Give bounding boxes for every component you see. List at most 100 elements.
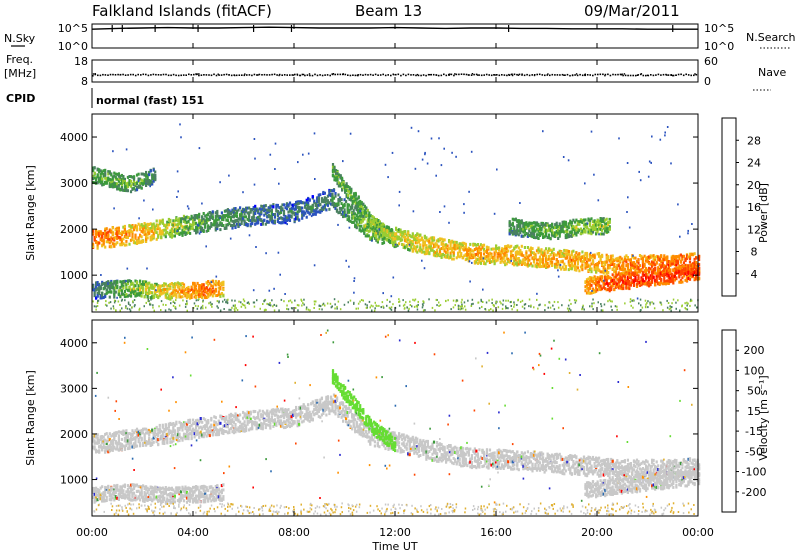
freq-point — [185, 74, 187, 76]
heatmap-cell — [569, 264, 572, 268]
heatmap-cell — [519, 250, 522, 254]
heatmap-cell — [622, 279, 625, 283]
heatmap-cell — [663, 258, 666, 262]
heatmap-cell — [217, 283, 220, 287]
heatmap-cell — [429, 245, 432, 249]
heatmap-cell — [538, 265, 542, 269]
heatmap-cell — [601, 255, 604, 259]
heatmap-cell — [299, 209, 302, 213]
freq-point — [241, 74, 243, 76]
heatmap-cell — [610, 257, 613, 261]
heatmap-cell — [569, 256, 572, 260]
freq-point — [541, 74, 544, 76]
heatmap-cell — [314, 208, 317, 212]
heatmap-cell — [125, 283, 128, 287]
heatmap-cell — [557, 260, 560, 264]
freq-point — [99, 74, 102, 77]
heatmap-cell — [192, 216, 195, 220]
heatmap-cell — [695, 261, 698, 264]
heatmap-cell — [164, 228, 167, 232]
heatmap-cell — [374, 218, 377, 222]
heatmap-cell — [293, 219, 296, 223]
heatmap-cell — [651, 275, 654, 279]
heatmap-cell — [585, 253, 589, 257]
heatmap-cell — [134, 289, 137, 293]
heatmap-cell — [122, 225, 125, 229]
heatmap-cell — [176, 285, 179, 289]
freq-point — [198, 74, 200, 77]
freq-point — [632, 74, 634, 77]
heatmap-cell — [239, 223, 242, 227]
heatmap-cell — [92, 229, 95, 233]
freq-point — [523, 74, 526, 77]
heatmap-cell — [561, 252, 564, 256]
heatmap-cell — [305, 198, 308, 202]
heatmap-cell — [96, 231, 99, 235]
heatmap-cell — [602, 271, 605, 275]
heatmap-cell — [591, 253, 595, 257]
heatmap-cell — [173, 291, 176, 294]
freq-point — [248, 74, 251, 76]
heatmap-cell — [95, 229, 98, 232]
heatmap-cell — [140, 229, 143, 233]
freq-point — [238, 74, 241, 76]
heatmap-cell — [614, 275, 617, 279]
heatmap-cell — [242, 215, 245, 219]
heatmap-cell — [260, 208, 263, 212]
heatmap-cell — [573, 261, 576, 265]
heatmap-cell — [195, 231, 198, 235]
heatmap-cell — [519, 228, 522, 232]
heatmap-cell — [479, 257, 482, 260]
heatmap-cell — [316, 196, 319, 200]
heatmap-cell — [464, 247, 467, 251]
heatmap-cell — [182, 289, 186, 293]
heatmap-cell — [617, 278, 620, 282]
heatmap-cell — [195, 214, 198, 217]
freq-point — [667, 74, 670, 76]
heatmap-cell — [208, 226, 211, 230]
freq-point — [609, 74, 612, 77]
heatmap-cell — [646, 280, 649, 284]
heatmap-cell — [410, 246, 413, 250]
heatmap-cell — [429, 243, 432, 247]
heatmap-cell — [311, 213, 314, 217]
heatmap-cell — [632, 262, 636, 266]
heatmap-cell — [351, 195, 354, 199]
heatmap-cell — [557, 225, 560, 229]
heatmap-cell — [128, 285, 131, 289]
heatmap-cell — [558, 230, 561, 233]
heatmap-cell — [478, 245, 481, 249]
heatmap-cell — [529, 234, 532, 238]
heatmap-cell — [399, 239, 402, 243]
heatmap-cell — [561, 227, 564, 231]
heatmap-cell — [693, 257, 696, 261]
heatmap-cell — [637, 258, 640, 262]
heatmap-cell — [566, 235, 569, 239]
freq-point — [693, 74, 695, 77]
heatmap-cell — [140, 223, 143, 227]
freq-point — [354, 74, 357, 77]
heatmap-cell — [476, 261, 479, 265]
heatmap-cell — [407, 248, 410, 251]
nave-point — [393, 74, 395, 76]
heatmap-cell — [669, 279, 672, 283]
heatmap-cell — [690, 253, 693, 257]
nave-point — [547, 73, 549, 75]
heatmap-cell — [175, 223, 178, 227]
heatmap-cell — [269, 214, 272, 218]
heatmap-cell — [182, 291, 186, 295]
heatmap-cell — [411, 239, 414, 243]
heatmap-cell — [502, 256, 505, 260]
heatmap-cell — [184, 227, 187, 231]
heatmap-cell — [195, 284, 198, 288]
heatmap-cell — [377, 219, 380, 222]
heatmap-cell — [363, 205, 366, 209]
heatmap-cell — [92, 169, 95, 173]
nave-point — [493, 74, 495, 76]
heatmap-cell — [229, 216, 233, 219]
heatmap-cell — [216, 227, 219, 231]
heatmap-cell — [323, 196, 326, 200]
heatmap-cell — [651, 260, 654, 264]
heatmap-cell — [257, 216, 260, 219]
heatmap-cell — [448, 256, 451, 260]
